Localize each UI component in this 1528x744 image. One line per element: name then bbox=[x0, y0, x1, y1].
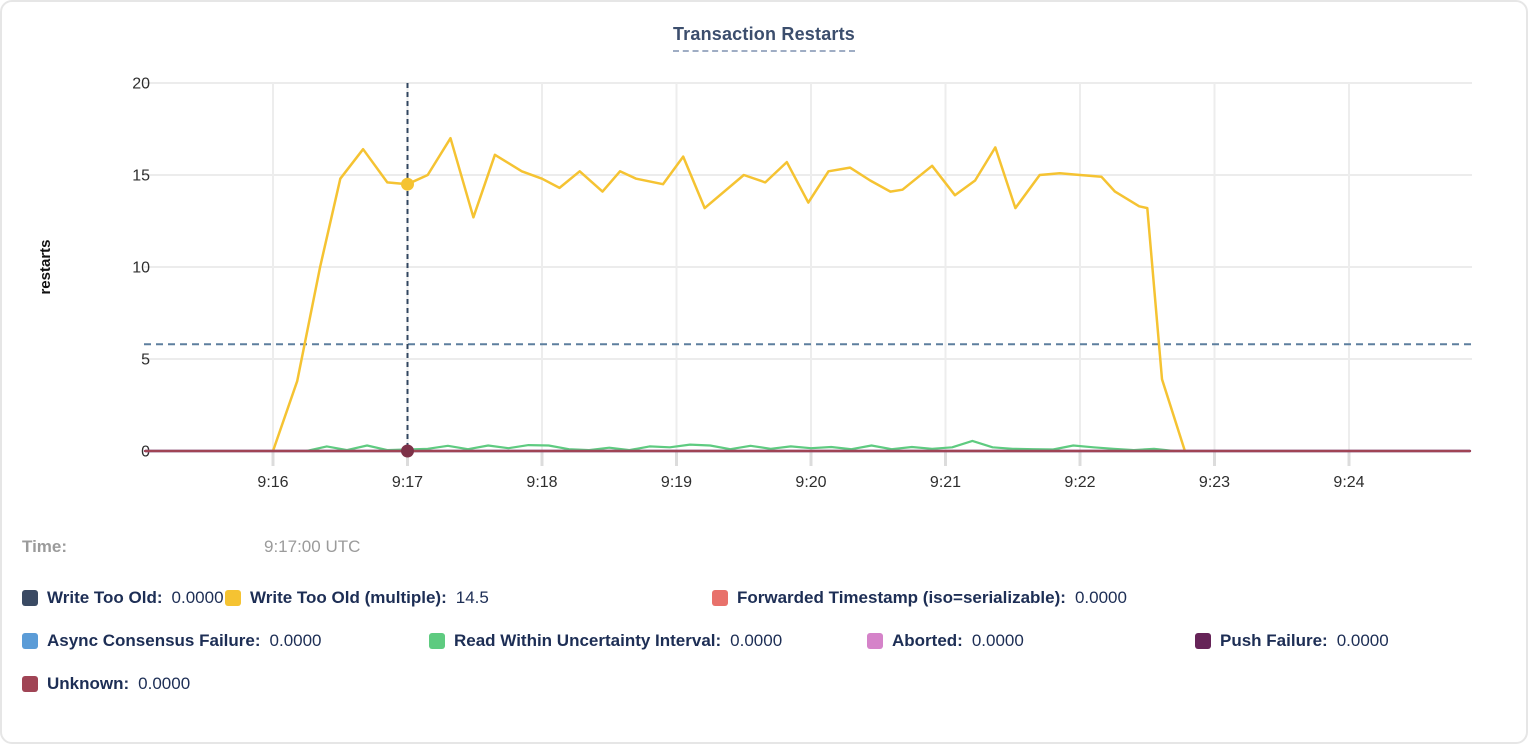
legend-item-push-failure: Push Failure: 0.0000 bbox=[1195, 631, 1389, 651]
legend-value: 0.0000 bbox=[971, 631, 1024, 650]
legend-swatch-write-too-old-multiple bbox=[225, 590, 241, 606]
series-line-write-too-old-multiple bbox=[271, 136, 1187, 453]
y-tick-label: 15 bbox=[132, 168, 150, 185]
legend-label: Async Consensus Failure: bbox=[47, 631, 261, 650]
y-axis-label: restarts bbox=[37, 239, 54, 294]
cursor-time-row: Time: 9:17:00 UTC bbox=[22, 537, 360, 557]
legend-swatch-push-failure bbox=[1195, 633, 1211, 649]
legend-item-async-consensus-failure: Async Consensus Failure: 0.0000 bbox=[22, 631, 429, 651]
legend-label: Read Within Uncertainty Interval: bbox=[454, 631, 722, 650]
legend-swatch-write-too-old bbox=[22, 590, 38, 606]
legend-item-aborted: Aborted: 0.0000 bbox=[867, 631, 1195, 651]
x-tick-label: 9:17 bbox=[392, 474, 423, 491]
legend-label: Forwarded Timestamp (iso=serializable): bbox=[737, 588, 1066, 607]
legend-row: Unknown: 0.0000 bbox=[22, 674, 1516, 694]
x-tick-label: 9:22 bbox=[1064, 474, 1095, 491]
legend-swatch-async-consensus-failure bbox=[22, 633, 38, 649]
legend-row: Write Too Old: 0.0000 Write Too Old (multi… bbox=[22, 588, 1516, 608]
legend-swatch-forwarded-timestamp bbox=[712, 590, 728, 606]
legend-swatch-read-within-uncertainty-interval bbox=[429, 633, 445, 649]
legend-value: 0.0000 bbox=[269, 631, 322, 650]
x-tick-label: 9:19 bbox=[661, 474, 692, 491]
legend-label: Push Failure: bbox=[1220, 631, 1328, 650]
cursor-dot-write-too-old-multiple bbox=[401, 177, 414, 191]
cursor-dot-unknown bbox=[401, 444, 414, 458]
x-tick-label: 9:18 bbox=[526, 474, 557, 491]
legend-value: 0.0000 bbox=[730, 631, 783, 650]
legend-row: Async Consensus Failure: 0.0000 Read Withi… bbox=[22, 631, 1516, 651]
legend-item-write-too-old: Write Too Old: 0.0000 bbox=[22, 588, 225, 608]
legend-swatch-aborted bbox=[867, 633, 883, 649]
y-tick-label: 5 bbox=[141, 352, 150, 369]
legend-value: 0.0000 bbox=[171, 588, 224, 607]
chart-legend: Write Too Old: 0.0000 Write Too Old (multi… bbox=[22, 588, 1516, 717]
legend-item-unknown: Unknown: 0.0000 bbox=[22, 674, 190, 694]
chart-title-text: Transaction Restarts bbox=[672, 24, 856, 52]
x-tick-label: 9:16 bbox=[257, 474, 288, 491]
legend-label: Aborted: bbox=[892, 631, 963, 650]
y-tick-label: 10 bbox=[132, 260, 150, 277]
legend-label: Unknown: bbox=[47, 674, 130, 693]
x-tick-label: 9:24 bbox=[1333, 474, 1364, 491]
legend-item-forwarded-timestamp: Forwarded Timestamp (iso=serializable): 0… bbox=[712, 588, 1127, 608]
y-tick-label: 20 bbox=[132, 76, 150, 93]
x-tick-label: 9:20 bbox=[795, 474, 826, 491]
legend-label: Write Too Old (multiple): bbox=[250, 588, 447, 607]
x-tick-label: 9:23 bbox=[1199, 474, 1230, 491]
series-line-read-within-uncertainty-interval bbox=[305, 439, 1176, 453]
legend-value: 0.0000 bbox=[1336, 631, 1389, 650]
legend-value: 0.0000 bbox=[1074, 588, 1127, 607]
legend-value: 0.0000 bbox=[138, 674, 191, 693]
time-value: 9:17:00 UTC bbox=[264, 537, 361, 556]
chart-title: Transaction Restarts bbox=[2, 24, 1526, 52]
legend-swatch-unknown bbox=[22, 676, 38, 692]
legend-item-read-within-uncertainty-interval: Read Within Uncertainty Interval: 0.0000 bbox=[429, 631, 867, 651]
legend-item-write-too-old-multiple: Write Too Old (multiple): 14.5 bbox=[225, 588, 712, 608]
legend-label: Write Too Old: bbox=[47, 588, 163, 607]
time-label: Time: bbox=[22, 537, 68, 556]
x-tick-label: 9:21 bbox=[930, 474, 961, 491]
legend-value: 14.5 bbox=[455, 588, 489, 607]
